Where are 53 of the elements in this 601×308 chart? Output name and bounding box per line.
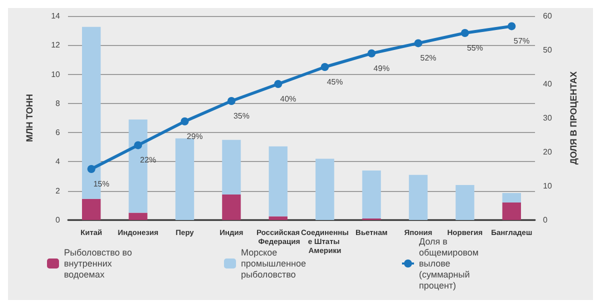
y2-tick-label: 40 — [543, 80, 552, 88]
bar — [268, 146, 288, 216]
y-tick-label: 0 — [56, 216, 61, 224]
y2-tick-label: 20 — [543, 148, 552, 156]
y-axis-title: МЛН ТОНН — [24, 94, 34, 142]
y2-tick-label: 0 — [543, 216, 548, 224]
bar — [502, 193, 521, 203]
bar — [408, 174, 428, 220]
data-label: 40% — [280, 94, 296, 104]
point — [320, 63, 329, 71]
bar — [222, 194, 241, 220]
bar — [222, 140, 241, 194]
data-label: 57% — [514, 36, 530, 46]
bar — [268, 216, 288, 220]
data-label: 52% — [420, 54, 436, 63]
legend-label: Морское промышленное рыболовство — [241, 248, 308, 280]
bar — [82, 198, 101, 220]
bar — [175, 138, 194, 220]
data-label: 22% — [140, 156, 156, 165]
y2-tick-label: 50 — [543, 46, 552, 54]
data-label: 29% — [186, 132, 203, 141]
legend-label: Рыболовство во внутренних водоемах — [64, 248, 134, 280]
data-label: 49% — [374, 64, 390, 73]
y2-tick-label: 10 — [543, 182, 552, 190]
point — [508, 22, 516, 30]
bar — [362, 170, 381, 219]
data-label: 35% — [233, 112, 250, 120]
y2-axis-title: ДОЛЯ В ПРОЦЕНТАХ — [568, 71, 578, 165]
data-label: 15% — [93, 180, 110, 188]
bar — [456, 185, 474, 220]
data-label: 45% — [326, 78, 343, 86]
y-tick-label: 8 — [56, 98, 61, 108]
y-tick-label: 10 — [51, 70, 61, 79]
point — [460, 29, 469, 37]
data-label: 55% — [466, 44, 483, 52]
y2-tick-label: 60 — [543, 12, 552, 20]
y-tick-label: 14 — [51, 12, 61, 20]
y-tick-label: 12 — [51, 40, 61, 50]
point — [368, 49, 376, 58]
y-tick-label: 2 — [56, 186, 61, 196]
bar — [128, 212, 148, 220]
legend-label: Доля в общемировом вылове (суммарный процент) — [419, 236, 482, 290]
bar — [316, 158, 334, 220]
point — [227, 97, 236, 105]
point — [274, 80, 282, 88]
point — [180, 117, 189, 126]
y-tick-label: 4 — [56, 157, 61, 166]
point — [134, 141, 142, 150]
bar — [502, 202, 521, 220]
point — [414, 39, 422, 48]
y-tick-label: 6 — [56, 128, 61, 138]
point — [87, 165, 96, 173]
y2-tick-label: 30 — [543, 114, 552, 122]
